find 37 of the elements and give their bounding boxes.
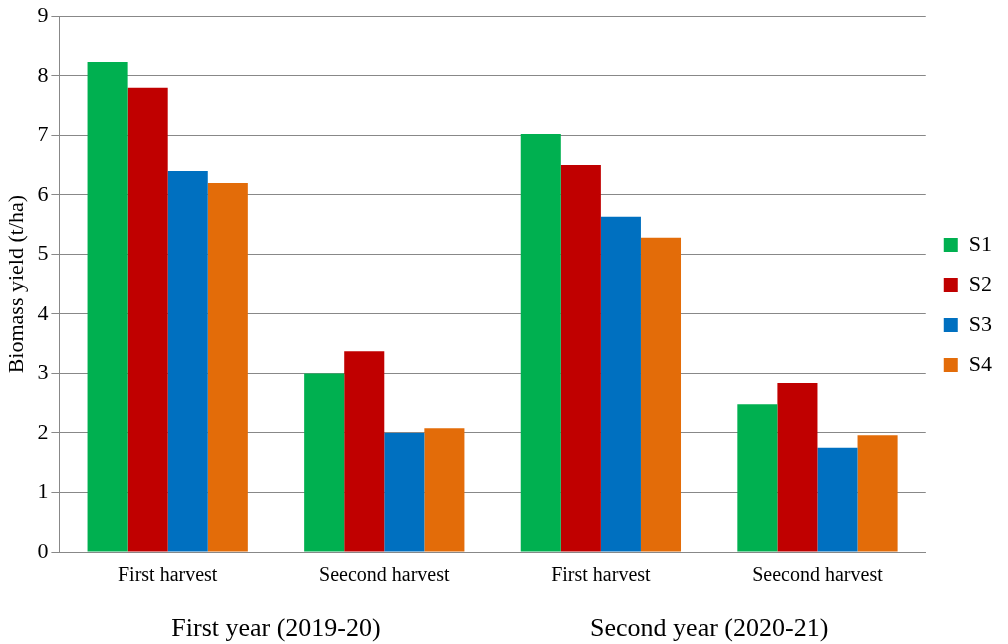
y-tick-label: 9 xyxy=(37,1,49,27)
bar xyxy=(87,62,128,552)
bar xyxy=(560,165,601,552)
y-tick-label: 0 xyxy=(37,537,49,563)
y-tick-label: 2 xyxy=(37,418,49,444)
text: First year (2019-20) xyxy=(171,612,381,642)
x-tick-label: Seecond harvest xyxy=(319,563,450,586)
bar xyxy=(304,373,345,552)
y-tick-label: 7 xyxy=(37,121,49,147)
bar xyxy=(737,404,778,552)
bar xyxy=(777,382,818,552)
bar xyxy=(520,134,561,552)
bar xyxy=(167,170,208,552)
x-tick-label: First harvest xyxy=(551,563,652,586)
x-tick-label: First harvest xyxy=(117,563,218,586)
bar xyxy=(600,216,641,552)
bar xyxy=(207,182,248,552)
x-tick-label: Seecond harvest xyxy=(752,563,884,586)
bar xyxy=(344,351,385,552)
y-tick-label: 5 xyxy=(37,240,49,266)
bar xyxy=(857,435,898,552)
y-tick-label: 8 xyxy=(37,61,49,87)
legend-label: S2 xyxy=(968,270,993,296)
bar xyxy=(127,87,168,552)
y-tick-label: 1 xyxy=(37,478,49,504)
legend-label: S1 xyxy=(968,230,993,256)
legend-label: S4 xyxy=(968,350,993,376)
bar xyxy=(817,447,858,552)
text: Second year (2020-21) xyxy=(590,612,829,642)
bar xyxy=(640,237,682,552)
bar xyxy=(384,432,425,552)
bar xyxy=(424,428,465,552)
y-tick-label: 6 xyxy=(37,180,49,206)
y-tick-label: 4 xyxy=(37,299,49,325)
legend-label: S3 xyxy=(968,310,993,336)
y-axis-title: Biomass yield (t/ha) xyxy=(2,194,28,374)
y-tick-label: 3 xyxy=(37,359,49,385)
